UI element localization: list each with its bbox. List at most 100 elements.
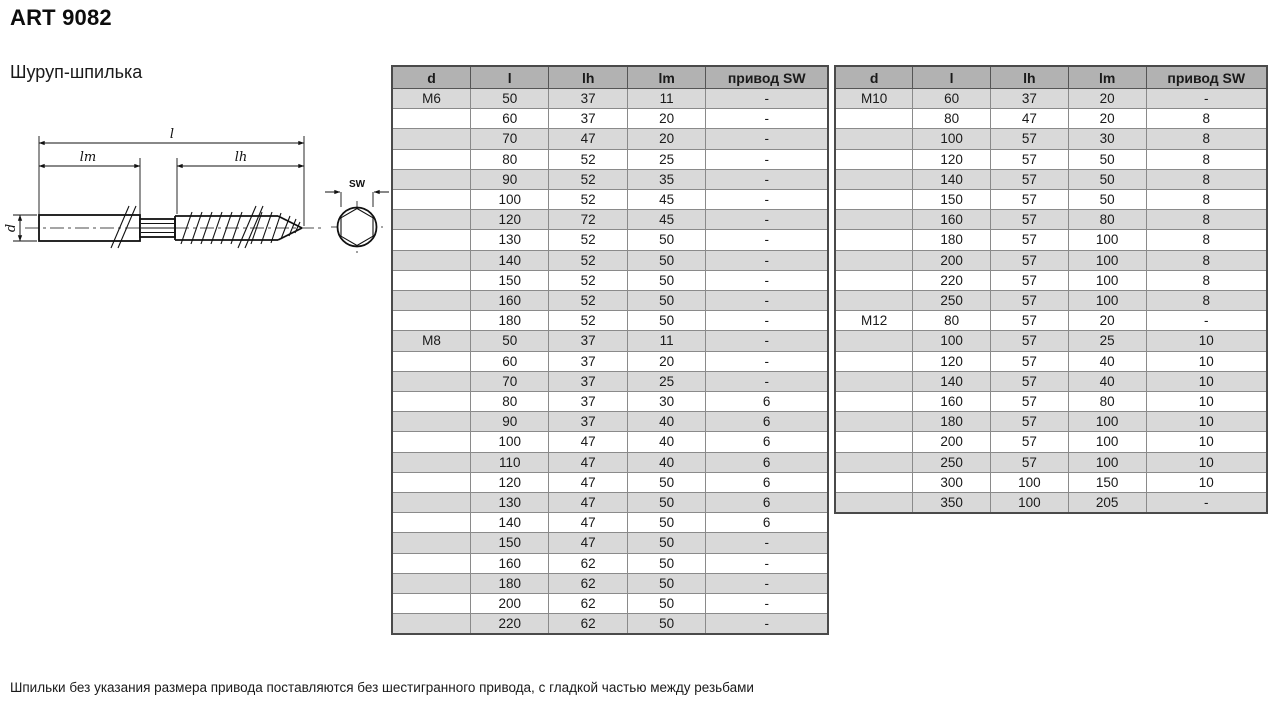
table-cell: 90: [469, 168, 550, 191]
column-header-l: l: [912, 65, 991, 89]
table-cell: -: [1145, 492, 1268, 514]
table-row: 200 57 100 10: [834, 431, 1268, 453]
table-cell: 40: [1067, 350, 1147, 372]
table-cell: [391, 370, 471, 393]
table-row: 80 47 20 8: [834, 108, 1268, 130]
table-cell: 11: [626, 330, 707, 352]
table-cell: M6: [391, 87, 471, 110]
table-cell: 57: [990, 148, 1069, 170]
table-row: 100 52 45-: [391, 189, 829, 211]
table-cell: 30: [1067, 128, 1147, 150]
table-cell: 57: [990, 128, 1069, 150]
table-cell: [391, 249, 471, 271]
table-cell: 52: [548, 148, 628, 170]
table-cell: 50: [626, 552, 707, 574]
table-cell: 10: [1145, 431, 1268, 453]
table-cell: 20: [1067, 310, 1147, 332]
column-header-drive-sw: привод SW: [705, 65, 829, 89]
table-cell: 52: [548, 269, 628, 292]
table-cell: 10: [1145, 370, 1268, 393]
table-cell: [391, 532, 471, 554]
column-header-l: l: [469, 65, 550, 89]
technical-drawing: l lm lh d: [4, 127, 389, 253]
table-cell: 50: [1067, 148, 1147, 170]
table-cell: 62: [548, 593, 628, 615]
dimension-label-d: d: [4, 224, 19, 232]
table-cell: 62: [548, 552, 628, 574]
table-cell: [391, 512, 471, 534]
table-cell: 40: [626, 451, 707, 473]
table-cell: 50: [626, 613, 707, 635]
table-cell: [834, 189, 914, 211]
table-cell: -: [705, 229, 829, 251]
table-cell: 57: [990, 209, 1069, 231]
table-row: 220 57 100 8: [834, 269, 1268, 292]
table-cell: 10: [1145, 391, 1268, 413]
table-cell: 200: [469, 593, 550, 615]
table-cell: 80: [1067, 209, 1147, 231]
table-cell: 52: [548, 189, 628, 211]
table-cell: 100: [469, 189, 550, 211]
table-cell: 25: [626, 370, 707, 393]
table-cell: 37: [548, 370, 628, 393]
table-cell: 57: [990, 350, 1069, 372]
dimension-label-lh: lh: [235, 150, 248, 165]
table-cell: [834, 269, 914, 292]
table-cell: [834, 229, 914, 251]
table-cell: 100: [990, 471, 1069, 494]
table-cell: 8: [1145, 128, 1268, 150]
table-cell: 57: [990, 168, 1069, 191]
table-row: 140 57 40 10: [834, 370, 1268, 393]
table-row: 140 57 50 8: [834, 168, 1268, 191]
table-cell: 8: [1145, 148, 1268, 170]
hex-end-view: SW: [325, 179, 389, 253]
table-cell: 80: [469, 148, 550, 170]
column-header-lm: lm: [1067, 65, 1147, 89]
table-cell: 180: [469, 310, 550, 332]
table-row: 70 47 20-: [391, 128, 829, 150]
table-cell: 25: [626, 148, 707, 170]
table-row: 80 52 25-: [391, 148, 829, 170]
table-row: 110 47 40 6: [391, 451, 829, 473]
table-cell: 6: [705, 431, 829, 453]
table-cell: -: [705, 87, 829, 110]
table-cell: 220: [469, 613, 550, 635]
table-cell: 37: [548, 87, 628, 110]
table-cell: 57: [990, 189, 1069, 211]
table-cell: 47: [548, 512, 628, 534]
table-cell: 90: [469, 411, 550, 433]
table-cell: 52: [548, 249, 628, 271]
table-cell: [391, 451, 471, 473]
table-cell: 160: [912, 209, 991, 231]
table-cell: [834, 411, 914, 433]
table-row: 150 47 50-: [391, 532, 829, 554]
table-cell: [391, 552, 471, 574]
table-cell: 8: [1145, 269, 1268, 292]
table-cell: 37: [548, 391, 628, 413]
table-cell: 8: [1145, 209, 1268, 231]
table-cell: -: [705, 108, 829, 130]
table-cell: [834, 168, 914, 191]
table-cell: [391, 310, 471, 332]
table-cell: [391, 492, 471, 514]
table-cell: [391, 411, 471, 433]
table-cell: 80: [1067, 391, 1147, 413]
table-cell: 6: [705, 451, 829, 473]
table-cell: 50: [626, 310, 707, 332]
table-cell: -: [705, 189, 829, 211]
table-cell: 57: [990, 370, 1069, 393]
table-cell: 47: [548, 471, 628, 494]
table-cell: 37: [990, 87, 1069, 110]
table-header-row: d l lh lm привод SW: [834, 65, 1268, 89]
table-cell: 80: [912, 310, 991, 332]
table-cell: M8: [391, 330, 471, 352]
table-row: 70 37 25-: [391, 370, 829, 393]
page-subtitle: Шуруп-шпилька: [10, 62, 143, 82]
table-row: 250 57 100 8: [834, 290, 1268, 312]
table-cell: 47: [548, 128, 628, 150]
table-cell: [391, 168, 471, 191]
table-cell: -: [705, 310, 829, 332]
table-cell: 37: [548, 108, 628, 130]
table-row: 160 52 50-: [391, 290, 829, 312]
table-cell: 57: [990, 310, 1069, 332]
